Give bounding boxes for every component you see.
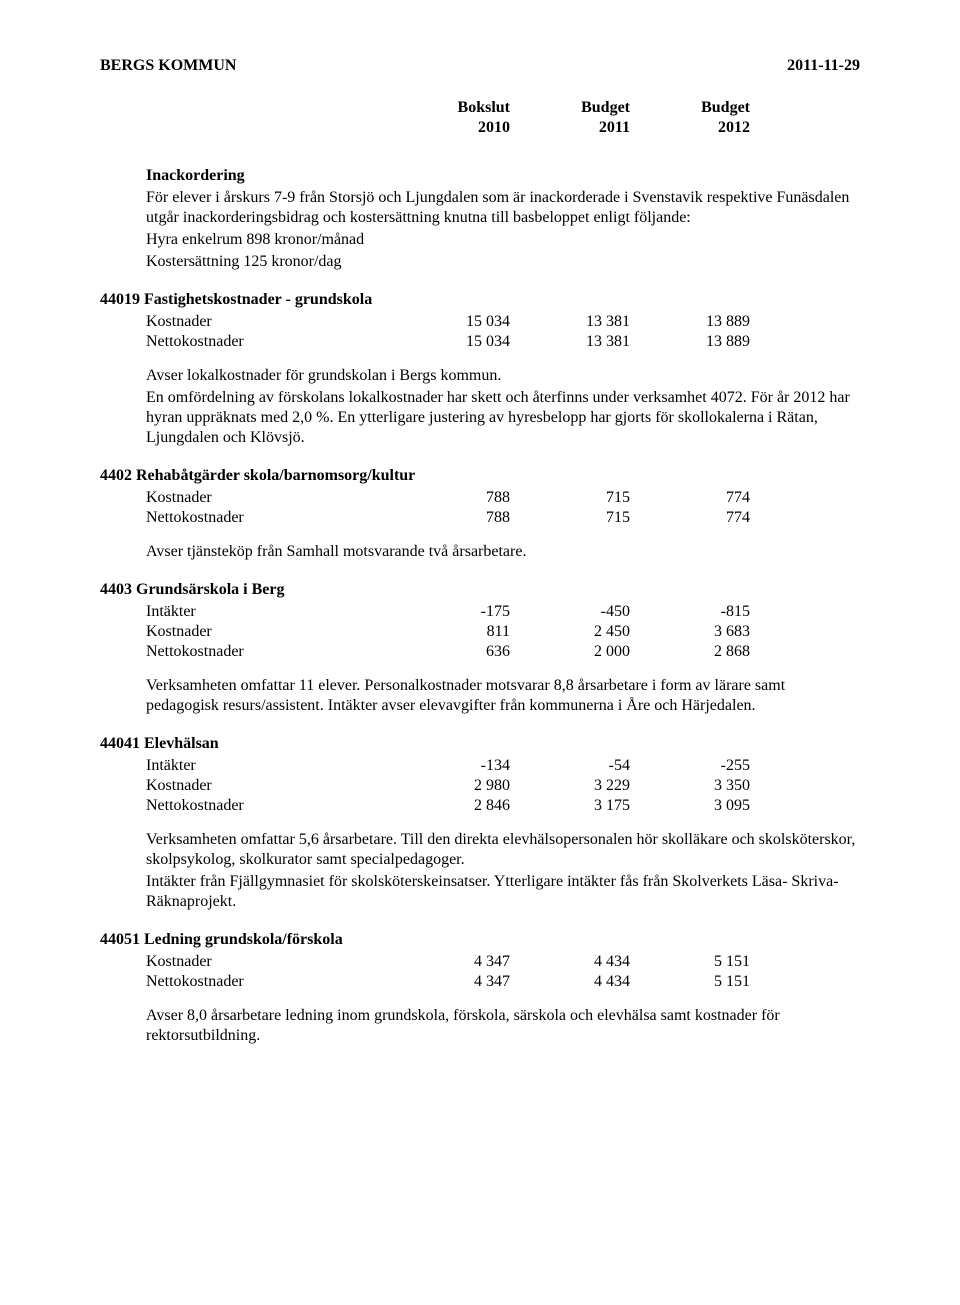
inack-title: Inackordering <box>146 166 860 186</box>
col-1-top: Bokslut <box>458 99 510 116</box>
row-v2: 3 229 <box>510 776 630 796</box>
section-44019: 44019 Fastighetskostnader - grundskola K… <box>100 290 860 448</box>
s44041-p1: Verksamheten omfattar 5,6 årsarbetare. T… <box>100 830 860 870</box>
row-v3: 3 350 <box>630 776 750 796</box>
row-v2: 4 434 <box>510 952 630 972</box>
row-v2: 715 <box>510 488 630 508</box>
row-v1: 4 347 <box>390 952 510 972</box>
section-4403: 4403 Grundsärskola i Berg Intäkter -175 … <box>100 580 860 716</box>
row-label: Intäkter <box>100 602 390 622</box>
s44041-p2: Intäkter från Fjällgymnasiet för skolskö… <box>100 872 860 912</box>
section-4402: 4402 Rehabåtgärder skola/barnomsorg/kult… <box>100 466 860 562</box>
row-v2: 13 381 <box>510 332 630 352</box>
col-2-bot: 2011 <box>599 119 630 136</box>
row-v1: 2 980 <box>390 776 510 796</box>
row-v2: 2 000 <box>510 642 630 662</box>
row-v1: 4 347 <box>390 972 510 992</box>
row-label: Nettokostnader <box>100 796 390 816</box>
s44019-p2: En omfördelning av förskolans lokalkostn… <box>100 388 860 448</box>
row-v2: 715 <box>510 508 630 528</box>
column-headers: Bokslut 2010 Budget 2011 Budget 2012 <box>390 98 860 138</box>
inack-p3: Kostersättning 125 kronor/dag <box>146 252 860 272</box>
header-right: 2011-11-29 <box>787 56 860 76</box>
table-row: Kostnader 4 347 4 434 5 151 <box>100 952 860 972</box>
row-v3: 13 889 <box>630 332 750 352</box>
table-row: Kostnader 15 034 13 381 13 889 <box>100 312 860 332</box>
row-v1: 788 <box>390 508 510 528</box>
row-v1: -134 <box>390 756 510 776</box>
col-1-bot: 2010 <box>478 119 510 136</box>
row-label: Nettokostnader <box>100 642 390 662</box>
row-v2: 2 450 <box>510 622 630 642</box>
row-label: Kostnader <box>100 776 390 796</box>
row-v3: 2 868 <box>630 642 750 662</box>
row-label: Kostnader <box>100 952 390 972</box>
col-3: Budget 2012 <box>630 98 750 138</box>
col-3-bot: 2012 <box>718 119 750 136</box>
row-v2: 3 175 <box>510 796 630 816</box>
row-v1: 15 034 <box>390 332 510 352</box>
row-label: Intäkter <box>100 756 390 776</box>
s4402-title: 4402 Rehabåtgärder skola/barnomsorg/kult… <box>100 466 860 486</box>
row-label: Nettokostnader <box>100 332 390 352</box>
row-label: Nettokostnader <box>100 972 390 992</box>
row-v1: 15 034 <box>390 312 510 332</box>
s44019-title: 44019 Fastighetskostnader - grundskola <box>100 290 860 310</box>
row-v3: 5 151 <box>630 952 750 972</box>
row-v2: -450 <box>510 602 630 622</box>
inack-p2: Hyra enkelrum 898 kronor/månad <box>146 230 860 250</box>
table-row: Kostnader 788 715 774 <box>100 488 860 508</box>
section-inackordering: Inackordering För elever i årskurs 7-9 f… <box>100 166 860 272</box>
table-row: Nettokostnader 4 347 4 434 5 151 <box>100 972 860 992</box>
table-row: Kostnader 2 980 3 229 3 350 <box>100 776 860 796</box>
row-v3: -815 <box>630 602 750 622</box>
table-row: Kostnader 811 2 450 3 683 <box>100 622 860 642</box>
row-v1: 2 846 <box>390 796 510 816</box>
table-row: Nettokostnader 15 034 13 381 13 889 <box>100 332 860 352</box>
s4403-title: 4403 Grundsärskola i Berg <box>100 580 860 600</box>
s4403-p1: Verksamheten omfattar 11 elever. Persona… <box>100 676 860 716</box>
row-v2: 13 381 <box>510 312 630 332</box>
row-v1: -175 <box>390 602 510 622</box>
section-44041: 44041 Elevhälsan Intäkter -134 -54 -255 … <box>100 734 860 912</box>
s44051-p1: Avser 8,0 årsarbetare ledning inom grund… <box>100 1006 860 1046</box>
row-v3: 774 <box>630 508 750 528</box>
row-v3: -255 <box>630 756 750 776</box>
inack-p1: För elever i årskurs 7-9 från Storsjö oc… <box>146 188 860 228</box>
row-v2: -54 <box>510 756 630 776</box>
row-label: Kostnader <box>100 312 390 332</box>
row-label: Kostnader <box>100 488 390 508</box>
row-v3: 3 683 <box>630 622 750 642</box>
table-row: Intäkter -134 -54 -255 <box>100 756 860 776</box>
s44041-title: 44041 Elevhälsan <box>100 734 860 754</box>
table-row: Nettokostnader 636 2 000 2 868 <box>100 642 860 662</box>
row-v1: 811 <box>390 622 510 642</box>
row-label: Kostnader <box>100 622 390 642</box>
header-left: BERGS KOMMUN <box>100 56 236 76</box>
col-3-top: Budget <box>701 99 750 116</box>
s44051-title: 44051 Ledning grundskola/förskola <box>100 930 860 950</box>
row-v1: 636 <box>390 642 510 662</box>
row-v3: 5 151 <box>630 972 750 992</box>
s4402-p1: Avser tjänsteköp från Samhall motsvarand… <box>100 542 860 562</box>
row-v3: 13 889 <box>630 312 750 332</box>
table-row: Nettokostnader 788 715 774 <box>100 508 860 528</box>
row-label: Nettokostnader <box>100 508 390 528</box>
s44019-p1: Avser lokalkostnader för grundskolan i B… <box>100 366 860 386</box>
row-v1: 788 <box>390 488 510 508</box>
col-1: Bokslut 2010 <box>390 98 510 138</box>
table-row: Nettokostnader 2 846 3 175 3 095 <box>100 796 860 816</box>
section-44051: 44051 Ledning grundskola/förskola Kostna… <box>100 930 860 1046</box>
row-v3: 3 095 <box>630 796 750 816</box>
col-2-top: Budget <box>581 99 630 116</box>
row-v2: 4 434 <box>510 972 630 992</box>
row-v3: 774 <box>630 488 750 508</box>
page-header: BERGS KOMMUN 2011-11-29 <box>100 56 860 76</box>
col-2: Budget 2011 <box>510 98 630 138</box>
table-row: Intäkter -175 -450 -815 <box>100 602 860 622</box>
